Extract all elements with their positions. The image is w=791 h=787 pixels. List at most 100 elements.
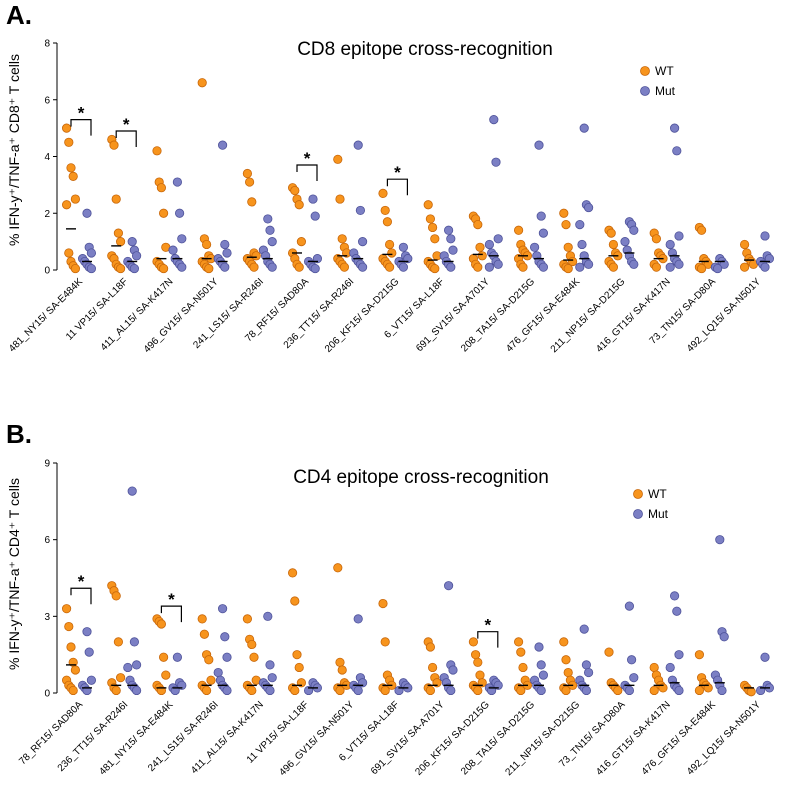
mut-data-point [484, 239, 494, 250]
wt-data-point [696, 263, 707, 274]
wt-data-point [477, 251, 487, 261]
mut-data-point [443, 581, 454, 591]
wt-data-point [518, 262, 528, 272]
legend-label-wt: WT [648, 487, 667, 501]
wt-data-point [427, 662, 438, 673]
mut-data-point [443, 225, 454, 235]
mut-data-point [353, 614, 363, 624]
wt-data-point [335, 657, 345, 667]
wt-data-point [423, 200, 433, 210]
mut-data-point [712, 263, 723, 274]
mut-data-point [672, 146, 682, 156]
y-tick-label: 3 [44, 612, 50, 623]
mut-data-point [717, 685, 727, 696]
wt-data-point [378, 188, 388, 198]
wt-data-point [197, 78, 207, 88]
x-category-label: 476_GF15/ SA-E484K [640, 699, 718, 777]
wt-data-point [559, 637, 569, 647]
mut-data-point [577, 239, 587, 250]
wt-data-point [64, 137, 74, 147]
wt-data-point [337, 234, 347, 244]
mut-data-point [665, 662, 675, 673]
significance-star: * [304, 149, 311, 168]
wt-data-point [156, 183, 166, 193]
wt-data-point [473, 685, 483, 696]
mut-data-point [310, 211, 320, 221]
wt-data-point [111, 194, 121, 204]
mut-data-point [446, 262, 456, 272]
x-category-label: 481_NY15/ SA-E484K [7, 276, 85, 354]
mut-data-point [357, 262, 368, 272]
mut-data-point [581, 660, 592, 670]
x-category-label: 492_LQ15/ SA-N501Y [685, 699, 763, 777]
wt-data-point [111, 591, 121, 601]
mut-data-point [123, 662, 133, 673]
mut-data-point [213, 667, 223, 678]
wt-data-point [608, 239, 619, 250]
significance-star: * [78, 572, 85, 591]
wt-data-point [384, 239, 395, 250]
mut-data-point [355, 205, 365, 216]
y-tick-label: 0 [44, 266, 50, 277]
mut-data-point [446, 234, 456, 244]
wt-data-point [430, 263, 440, 274]
wt-data-point [382, 217, 392, 227]
mut-data-point [629, 259, 639, 269]
wt-data-point [384, 262, 395, 272]
mut-data-point [132, 685, 142, 696]
wt-data-point [287, 568, 298, 578]
x-category-label: 416_GT15/ SA-K417N [594, 699, 673, 778]
wt-data-point [61, 123, 72, 133]
significance-bracket [386, 178, 408, 196]
wt-data-point [333, 154, 343, 164]
wt-data-point [61, 604, 72, 614]
mut-data-point [308, 194, 318, 204]
wt-data-point [116, 237, 126, 247]
wt-data-point [290, 185, 300, 196]
mut-data-point [674, 650, 684, 660]
wt-data-point [694, 685, 705, 696]
mut-data-point [674, 231, 684, 241]
wt-data-point [608, 262, 619, 272]
wt-data-point [296, 237, 306, 247]
wt-data-point [518, 662, 528, 673]
mut-data-point [715, 535, 725, 545]
x-category-label: 691_SV15/ SA-A701Y [369, 699, 447, 777]
wt-data-point [613, 685, 623, 696]
wt-data-point [563, 667, 573, 678]
mut-data-point [760, 262, 770, 272]
mut-data-point [267, 262, 277, 272]
x-category-label: 496_GV15/ SA-N501Y [142, 276, 221, 355]
wt-data-point [513, 637, 524, 647]
mut-data-point [86, 675, 97, 685]
wt-data-point [206, 675, 216, 685]
wt-data-point [111, 685, 121, 696]
wt-data-point [333, 563, 343, 573]
legend-marker-wt [640, 66, 650, 76]
mut-data-point [177, 234, 187, 244]
wt-data-point [249, 652, 259, 662]
wt-data-point [651, 234, 662, 244]
legend-label-mut: Mut [648, 507, 669, 521]
mut-data-point [127, 486, 137, 496]
wt-data-point [204, 263, 214, 274]
wt-data-point [739, 262, 750, 272]
wt-data-point [66, 163, 76, 173]
wt-data-point [516, 685, 526, 696]
significance-star: * [78, 104, 85, 123]
wt-data-point [561, 655, 571, 665]
panel-letter: A. [6, 0, 32, 30]
mut-data-point [82, 208, 92, 218]
y-axis-label: % IFN-y⁺/TNF-a⁺ CD4⁺ T cells [6, 478, 22, 670]
x-category-label: 476_GF15/ SA-E484K [504, 276, 582, 354]
significance-star: * [394, 163, 401, 182]
significance-bracket [477, 631, 499, 648]
mut-data-point [218, 140, 228, 150]
chart-title: CD8 epitope cross-recognition [297, 39, 553, 60]
mut-data-point [312, 254, 322, 264]
wt-data-point [294, 662, 304, 673]
wt-data-point [290, 685, 300, 696]
wt-data-point [292, 650, 302, 660]
significance-star: * [484, 616, 491, 635]
mut-data-point [672, 606, 682, 616]
